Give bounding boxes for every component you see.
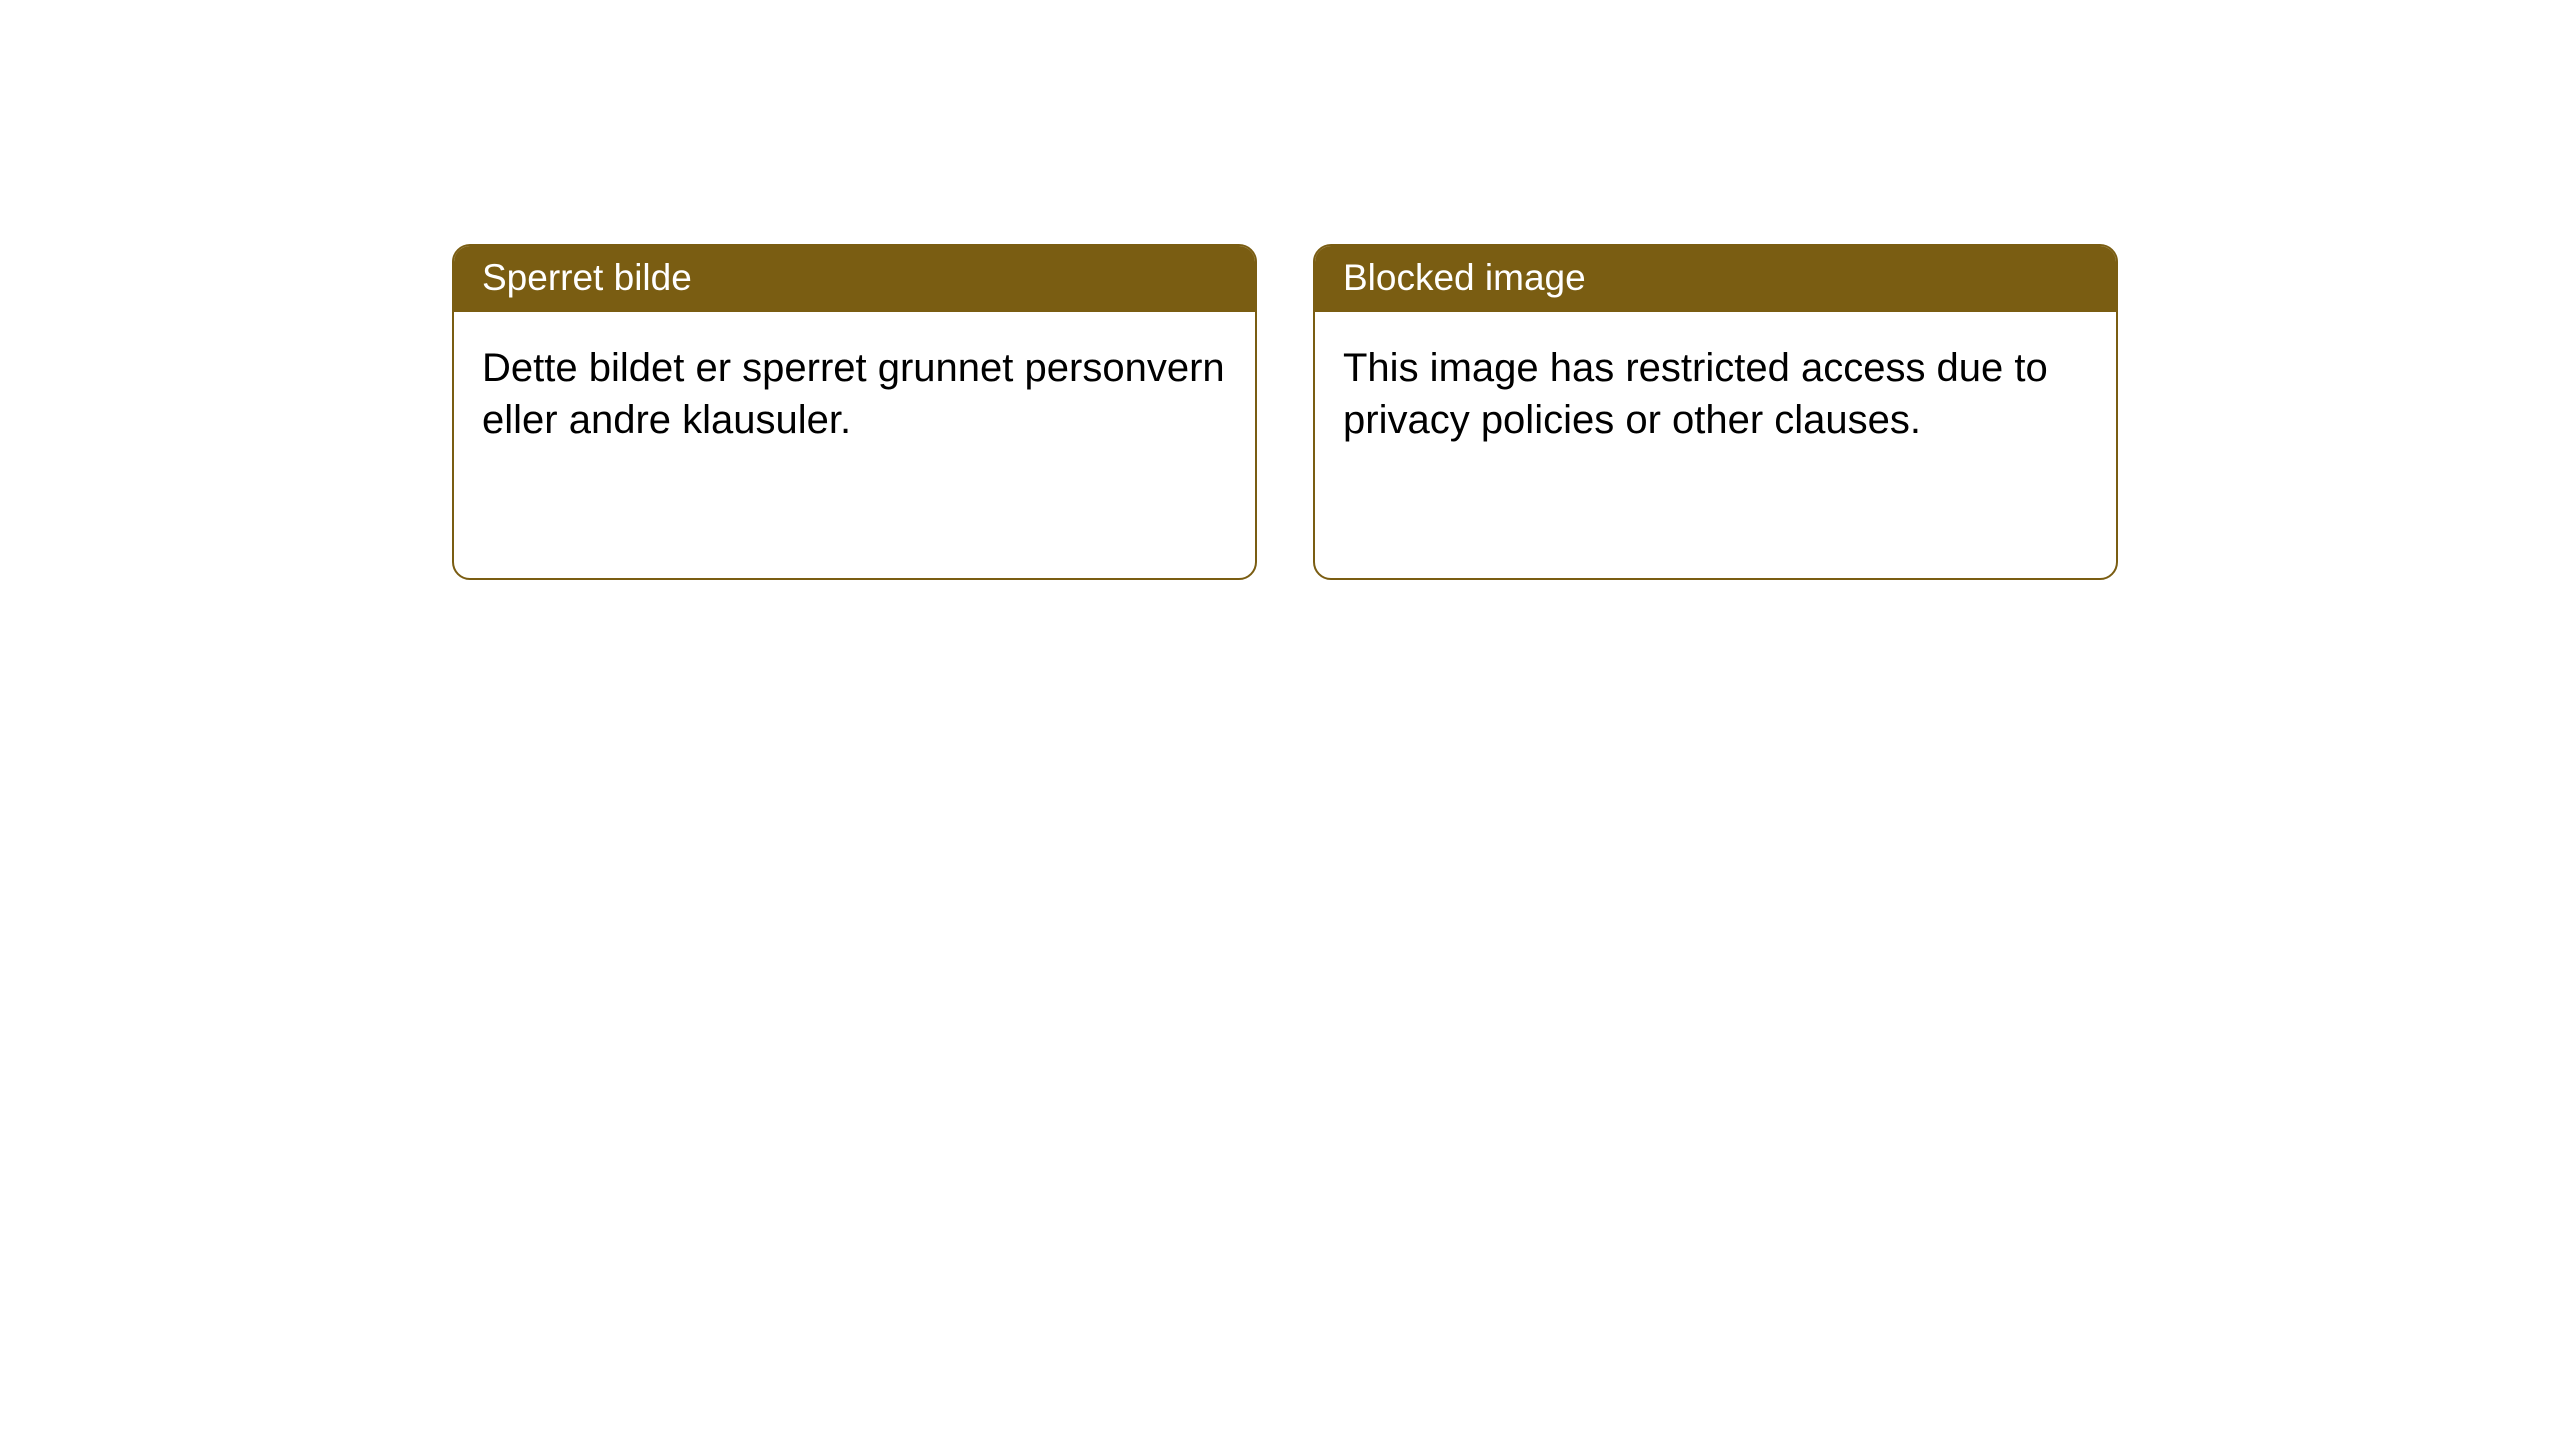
notice-card-english: Blocked image This image has restricted … [1313,244,2118,580]
notice-body: This image has restricted access due to … [1315,312,2116,476]
notice-card-norwegian: Sperret bilde Dette bildet er sperret gr… [452,244,1257,580]
notice-header: Blocked image [1315,246,2116,312]
notice-container: Sperret bilde Dette bildet er sperret gr… [0,0,2560,580]
notice-header: Sperret bilde [454,246,1255,312]
notice-body: Dette bildet er sperret grunnet personve… [454,312,1255,476]
